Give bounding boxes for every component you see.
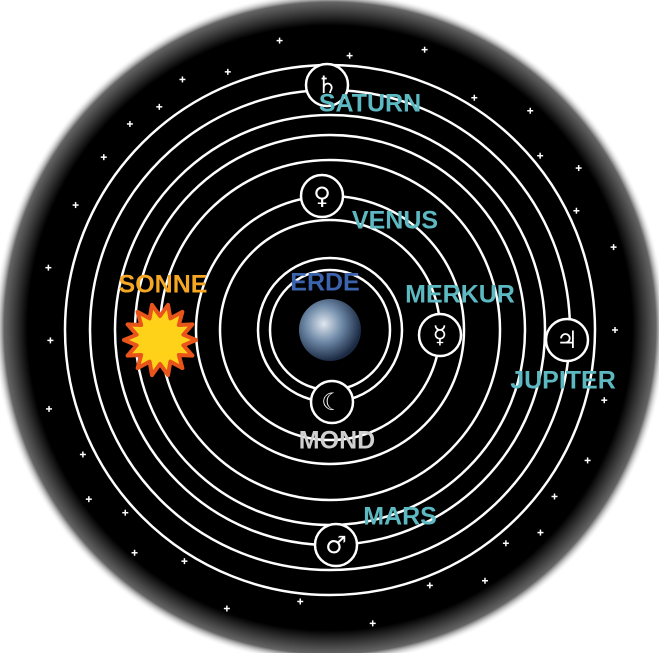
body-symbol: ☿ (433, 321, 448, 349)
body-symbol: ☾ (321, 388, 343, 416)
body-symbol: ♀ (313, 182, 331, 210)
body-label: MOND (299, 427, 375, 455)
body-label: MARS (363, 503, 437, 531)
body-label: SATURN (319, 90, 421, 118)
body-label: SONNE (119, 271, 208, 299)
body-label: ERDE (290, 269, 359, 297)
body-label: MERKUR (405, 281, 515, 309)
geocentric-diagram: ♄SATURN♀VENUSERDESONNE☿MERKUR♃JUPITER☾MO… (0, 0, 659, 653)
earth (299, 299, 361, 361)
body-label: JUPITER (510, 367, 616, 395)
body-symbol: ♂ (325, 531, 347, 559)
body-symbol: ♃ (556, 326, 578, 354)
body-label: VENUS (352, 207, 438, 235)
